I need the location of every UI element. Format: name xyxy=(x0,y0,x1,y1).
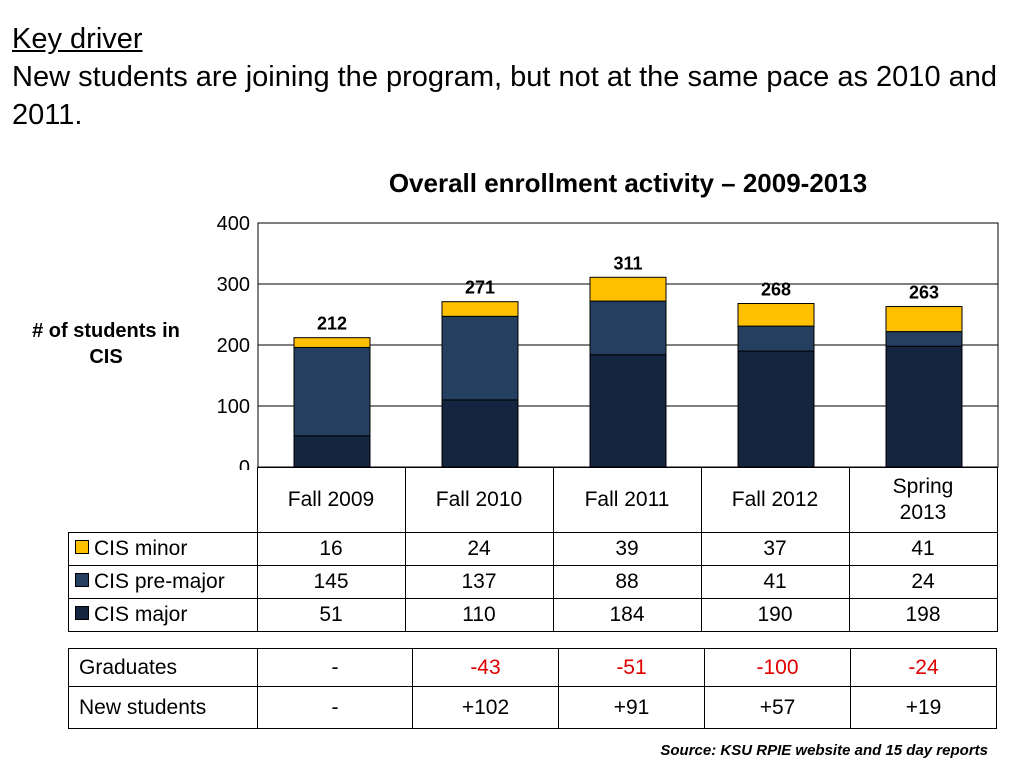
table-cell: -43 xyxy=(412,648,559,687)
table-cell: 190 xyxy=(700,597,850,632)
table-cell: -100 xyxy=(704,648,851,687)
total-data-label: 268 xyxy=(761,280,791,300)
bar-segment-cis-minor xyxy=(885,306,963,333)
table-cell: 88 xyxy=(552,564,702,599)
heading: Key driver New students are joining the … xyxy=(12,20,1002,134)
legend-swatch xyxy=(75,539,89,554)
bar-segment-cis-minor xyxy=(441,301,519,317)
legend-cell: CIS major xyxy=(68,597,258,632)
total-data-label: 212 xyxy=(317,314,347,334)
table-cell: 51 xyxy=(256,597,406,632)
legend-label: CIS major xyxy=(94,602,188,626)
table-cell: +91 xyxy=(558,686,705,729)
table-cell: 37 xyxy=(700,531,850,566)
bar-segment-cis-pre-major xyxy=(885,331,963,347)
y-tick-label: 400 xyxy=(217,213,250,235)
table-cell: 137 xyxy=(404,564,554,599)
category-cell: Fall 2012 xyxy=(700,467,850,533)
table-cell: 39 xyxy=(552,531,702,566)
legend-cell: CIS minor xyxy=(68,531,258,566)
legend-swatch xyxy=(75,605,89,620)
table-cell: 24 xyxy=(848,564,998,599)
bar-segment-cis-pre-major xyxy=(589,300,667,356)
bar-segment-cis-minor xyxy=(737,303,815,327)
table-row: CIS pre-major 145 137 88 41 24 xyxy=(68,564,998,599)
y-axis-label: # of students in CIS xyxy=(32,320,180,368)
category-cell: Spring 2013 xyxy=(848,467,998,533)
blank-corner-cell xyxy=(68,467,258,533)
stacked-bar-chart: 0 100 200 300 400 212 271 311 268 263 xyxy=(217,213,999,470)
table-row: CIS minor 16 24 39 37 41 xyxy=(68,531,998,566)
table-cell: 24 xyxy=(404,531,554,566)
chart-title: Overall enrollment activity – 2009-2013 xyxy=(388,168,868,198)
bar-segment-cis-major xyxy=(885,345,963,468)
data-table: Fall 2009 Fall 2010 Fall 2011 Fall 2012 … xyxy=(68,467,998,632)
table-cell: +102 xyxy=(412,686,559,729)
bar-segment-cis-major xyxy=(737,350,815,468)
table-cell: 110 xyxy=(404,597,554,632)
table-row: New students - +102 +91 +57 +19 xyxy=(68,686,997,729)
legend-swatch xyxy=(75,572,89,587)
bar-segment-cis-major xyxy=(293,435,371,468)
table-row: Graduates - -43 -51 -100 -24 xyxy=(68,648,997,687)
table-cell: 184 xyxy=(552,597,702,632)
table-row: CIS major 51 110 184 190 198 xyxy=(68,597,998,632)
row-label: Graduates xyxy=(68,648,258,687)
legend-label: CIS pre-major xyxy=(94,569,225,593)
table-cell: -24 xyxy=(850,648,997,687)
bar-segment-cis-minor xyxy=(293,337,371,348)
table-cell: +57 xyxy=(704,686,851,729)
table-cell: - xyxy=(257,648,413,687)
table-cell: 41 xyxy=(700,564,850,599)
heading-subtitle: New students are joining the program, bu… xyxy=(12,61,998,131)
category-cell: Fall 2009 xyxy=(256,467,406,533)
total-data-label: 311 xyxy=(613,253,642,273)
category-label: Spring 2013 xyxy=(892,474,954,524)
bar-segment-cis-pre-major xyxy=(293,346,371,437)
bar-segment-cis-pre-major xyxy=(737,325,815,352)
table-cell: -51 xyxy=(558,648,705,687)
total-data-label: 263 xyxy=(909,283,939,303)
category-header-row: Fall 2009 Fall 2010 Fall 2011 Fall 2012 … xyxy=(68,467,998,533)
category-cell: Fall 2010 xyxy=(404,467,554,533)
graduates-new-students-table: Graduates - -43 -51 -100 -24 New student… xyxy=(68,648,997,729)
source-note: Source: KSU RPIE website and 15 day repo… xyxy=(660,742,988,759)
table-cell: - xyxy=(257,686,413,729)
table-cell: 198 xyxy=(848,597,998,632)
y-tick-label: 0 xyxy=(239,457,250,470)
bar-segment-cis-pre-major xyxy=(441,315,519,401)
legend-label: CIS minor xyxy=(94,536,188,560)
y-tick-label: 100 xyxy=(217,396,250,418)
row-label: New students xyxy=(68,686,258,729)
y-tick-label: 300 xyxy=(217,274,250,296)
legend-cell: CIS pre-major xyxy=(68,564,258,599)
table-cell: 16 xyxy=(256,531,406,566)
bar-segment-cis-major xyxy=(441,399,519,468)
table-cell: +19 xyxy=(850,686,997,729)
bar-segment-cis-minor xyxy=(589,276,667,302)
table-cell: 41 xyxy=(848,531,998,566)
category-cell: Fall 2011 xyxy=(552,467,702,533)
y-tick-label: 200 xyxy=(217,335,250,357)
bar-segment-cis-major xyxy=(589,354,667,468)
total-data-label: 271 xyxy=(465,278,495,298)
key-driver-label: Key driver xyxy=(12,23,143,55)
table-cell: 145 xyxy=(256,564,406,599)
